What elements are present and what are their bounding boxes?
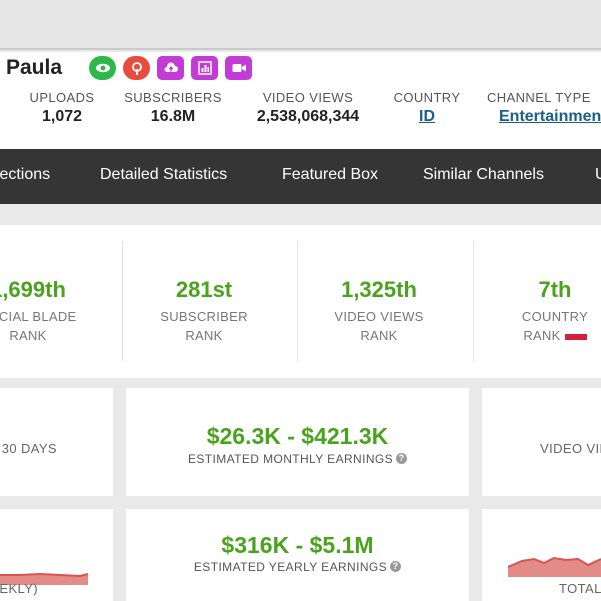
divider (122, 241, 123, 361)
cloud-upload-icon[interactable] (157, 56, 184, 80)
video-views-rank-value: 1,325th (341, 277, 417, 302)
subscribers-stat: SUBSCRIBERS 16.8M (118, 90, 228, 126)
views-30-days-card: 30 DAYS (0, 388, 113, 496)
tab-featured-box[interactable]: Featured Box (282, 166, 379, 183)
browser-top-area (0, 0, 601, 50)
uploads-value: 1,072 (41, 108, 83, 125)
total-sparkline (507, 556, 601, 577)
divider (297, 241, 298, 361)
country-label: COUNTRY (393, 90, 461, 105)
help-icon[interactable]: ? (396, 453, 408, 464)
country-rank: 7th COUNTRY RANK (474, 225, 601, 378)
section-nav: Projections Detailed Statistics Featured… (0, 149, 601, 204)
weekly-chart-card: (WEEKLY) (0, 509, 113, 601)
country-flag-icon (564, 333, 587, 340)
social-blade-rank-value: 1,699th (0, 277, 66, 302)
country-rank-label2: RANK (523, 328, 561, 343)
channel-action-icons (89, 56, 252, 80)
divider (473, 241, 474, 361)
subscriber-rank-label: SUBSCRIBER (160, 309, 248, 324)
video-camera-icon[interactable] (225, 56, 252, 80)
yearly-earnings-card: $316K - $5.1M ESTIMATED YEARLY EARNINGS? (126, 509, 469, 601)
views-30-days-label: 30 DAYS (1, 441, 57, 456)
help-icon[interactable]: ? (390, 561, 402, 572)
monthly-earnings-card: $26.3K - $421.3K ESTIMATED MONTHLY EARNI… (126, 388, 469, 496)
social-blade-rank-label: SOCIAL BLADE (0, 309, 77, 324)
country-stat: COUNTRY ID (388, 90, 466, 126)
yearly-earnings-label: ESTIMATED YEARLY EARNINGS (193, 560, 388, 574)
social-blade-rank-label2: RANK (9, 328, 47, 343)
channel-type-link[interactable]: Entertainment (499, 108, 601, 125)
uploads-stat: UPLOADS 1,072 (24, 90, 100, 126)
country-rank-label: COUNTRY (521, 309, 589, 324)
total-chart-card: TOTAL (482, 509, 601, 601)
tab-projections[interactable]: Projections (0, 166, 51, 183)
yearly-earnings-value: $316K - $5.1M (221, 532, 374, 558)
total-label: TOTAL (559, 581, 601, 596)
channel-name: Paula (6, 56, 63, 79)
subscriber-rank-label2: RANK (185, 328, 223, 343)
subscriber-rank-value: 281st (175, 277, 233, 302)
monthly-earnings-label: ESTIMATED MONTHLY EARNINGS (187, 452, 394, 466)
weekly-sparkline (0, 572, 89, 585)
rank-panel: 1,699th SOCIAL BLADE RANK 281st SUBSCRIB… (0, 225, 601, 378)
video-views-label: VIDEO VIEWS (262, 90, 354, 105)
country-rank-value: 7th (538, 277, 572, 302)
tab-detailed-statistics[interactable]: Detailed Statistics (100, 166, 228, 183)
tab-similar-channels[interactable]: Similar Channels (423, 166, 544, 183)
monthly-earnings-value: $26.3K - $421.3K (206, 423, 389, 449)
subscriber-rank: 281st SUBSCRIBER RANK (123, 225, 285, 378)
uploads-label: UPLOADS (29, 90, 95, 105)
eye-icon[interactable] (89, 56, 116, 80)
bar-chart-icon[interactable] (191, 56, 218, 80)
subscribers-value: 16.8M (150, 108, 196, 125)
monthly-earnings-label-row: ESTIMATED MONTHLY EARNINGS? (126, 452, 469, 466)
video-views-card: VIDEO VIEWS (482, 388, 601, 496)
video-views-rank-label: VIDEO VIEWS (334, 309, 424, 324)
video-views-stat: VIDEO VIEWS 2,538,068,344 (244, 90, 372, 126)
video-views-card-label: VIDEO VIEWS (540, 441, 601, 456)
country-link[interactable]: ID (419, 108, 435, 125)
video-views-value: 2,538,068,344 (256, 108, 360, 125)
channel-type-label: CHANNEL TYPE (487, 90, 591, 105)
subscribers-label: SUBSCRIBERS (124, 90, 222, 105)
channel-header: Paula UPLOADS 1,072 SUBSCRIBERS 16.8M VI… (0, 52, 601, 149)
video-views-rank: 1,325th VIDEO VIEWS RANK (298, 225, 460, 378)
social-blade-rank: 1,699th SOCIAL BLADE RANK (0, 225, 113, 378)
tab-next-cut[interactable]: U (595, 166, 601, 183)
video-views-rank-label2: RANK (360, 328, 398, 343)
weekly-label: (WEEKLY) (0, 581, 38, 596)
channel-type-stat: CHANNEL TYPE Entertainment (487, 90, 601, 126)
broadcast-icon[interactable] (123, 56, 150, 80)
yearly-earnings-label-row: ESTIMATED YEARLY EARNINGS? (126, 560, 469, 574)
country-rank-line2: RANK (474, 326, 601, 345)
